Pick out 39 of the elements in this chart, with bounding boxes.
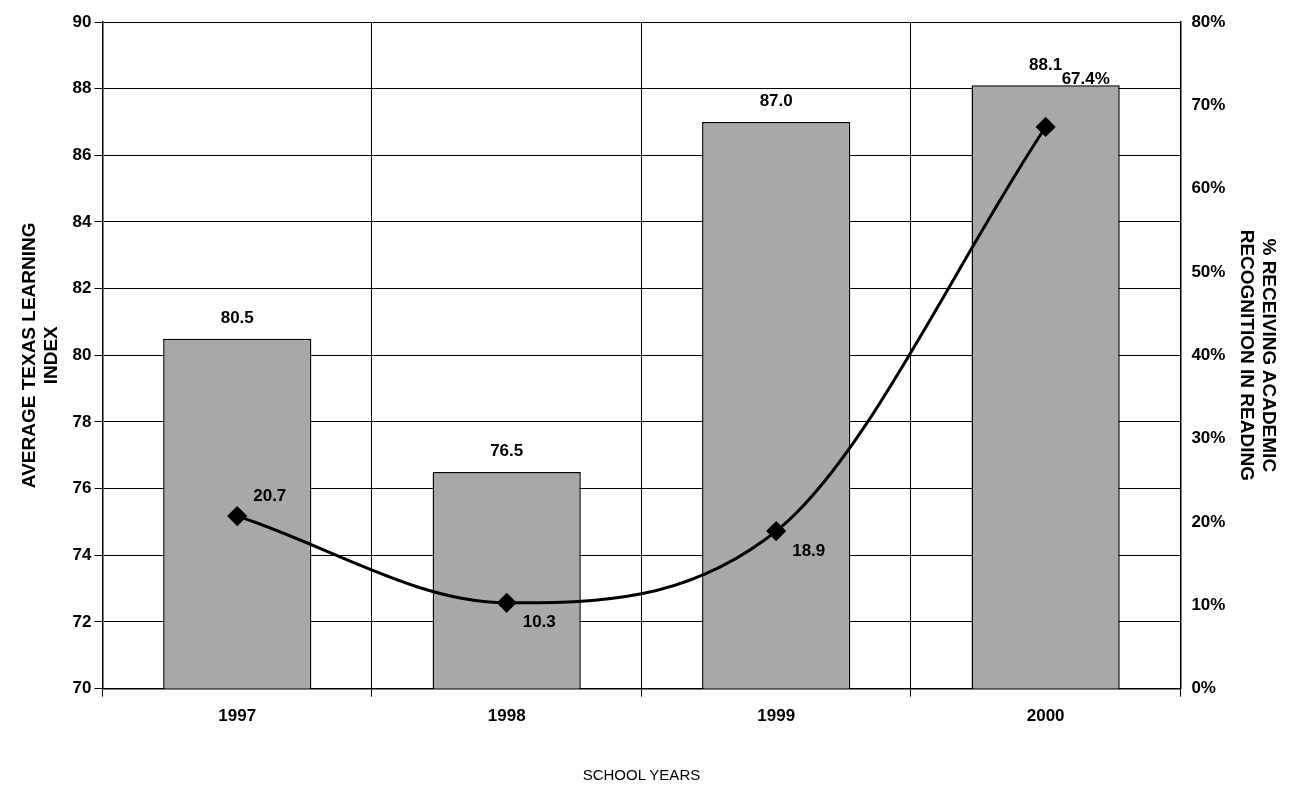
y2-tick-label: 80% — [1191, 11, 1226, 31]
y-tick-label: 90 — [72, 11, 92, 31]
point — [766, 521, 786, 541]
y2-axis-title: % RECEIVING ACADEMIC RECOGNITION IN READING — [1236, 229, 1281, 481]
y2-tick-label: 10% — [1191, 594, 1226, 614]
y-tick-label: 74 — [72, 544, 93, 564]
data-label: 80.5 — [220, 307, 254, 327]
y2-tick-label: 20% — [1191, 511, 1226, 531]
y2-tick-label: 40% — [1191, 344, 1226, 364]
y-tick-label: 86 — [72, 145, 92, 165]
y-tick-label: 80 — [72, 344, 92, 364]
data-label: 67.4% — [1061, 68, 1110, 88]
data-label: 76.5 — [490, 441, 524, 461]
data-label: 18.9 — [792, 540, 826, 560]
point — [1036, 117, 1056, 137]
y-tick-label: 82 — [72, 278, 92, 298]
y-tick-label: 84 — [72, 211, 93, 231]
y-tick-label: 76 — [72, 478, 92, 498]
y2-tick-label: 30% — [1191, 428, 1226, 448]
y-tick-label: 78 — [72, 411, 92, 431]
y-tick-label: 88 — [72, 78, 92, 98]
y2-tick-label: 0% — [1191, 678, 1216, 698]
y-tick-label: 70 — [72, 678, 92, 698]
x-tick-label: 1998 — [487, 706, 526, 726]
data-label: 87.0 — [759, 91, 793, 111]
data-label: 88.1 — [1029, 54, 1063, 74]
x-axis-title: SCHOOL YEARS — [582, 766, 701, 784]
x-tick-label: 1999 — [757, 706, 796, 726]
data-label: 20.7 — [253, 485, 287, 505]
y2-tick-label: 50% — [1191, 261, 1226, 281]
y-tick-label: 72 — [72, 611, 92, 631]
point — [227, 506, 247, 526]
x-tick-label: 2000 — [1026, 706, 1065, 726]
y2-tick-label: 70% — [1191, 95, 1226, 115]
x-tick-label: 1997 — [218, 706, 257, 726]
point — [497, 593, 517, 613]
y2-tick-label: 60% — [1191, 178, 1226, 198]
y-axis-title: AVERAGE TEXAS LEARNING INDEX — [17, 222, 62, 489]
data-label: 10.3 — [522, 612, 556, 632]
